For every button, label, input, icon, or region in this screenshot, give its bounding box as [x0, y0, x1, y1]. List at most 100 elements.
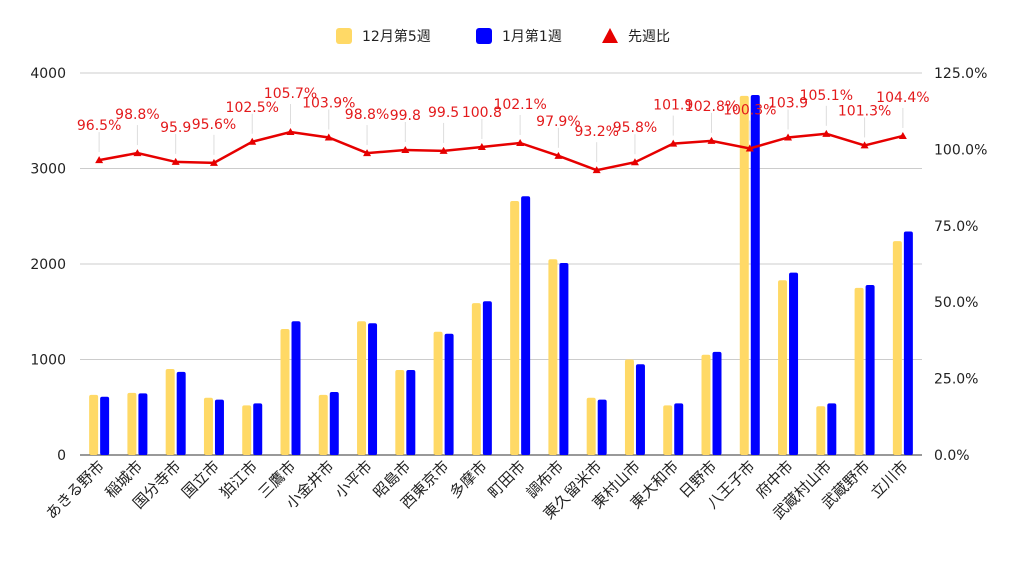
bar-dec-week5 — [242, 405, 252, 455]
legend-swatch — [336, 28, 352, 44]
ratio-data-label: 96.5% — [77, 118, 121, 134]
bar-dec-week5 — [510, 200, 520, 455]
ratio-point — [669, 139, 678, 147]
ratio-point — [209, 158, 218, 166]
ratio-point — [784, 133, 793, 141]
bar-jan-week1 — [482, 301, 492, 455]
bar-jan-week1 — [253, 403, 263, 455]
bar-dec-week5 — [127, 392, 137, 455]
ratio-point — [745, 144, 754, 152]
bar-dec-week5 — [586, 397, 596, 455]
bar-jan-week1 — [368, 323, 378, 455]
bar-jan-week1 — [789, 272, 799, 455]
ratio-point — [401, 146, 410, 154]
ratio-data-label: 93.2% — [574, 124, 618, 140]
ratio-point — [898, 131, 907, 139]
bar-dec-week5 — [203, 397, 213, 455]
bar-jan-week1 — [865, 285, 875, 455]
ratio-point — [363, 149, 372, 157]
y-right-tick-label: 75.0% — [934, 219, 978, 235]
ratio-data-label: 103.9 — [768, 95, 808, 111]
x-category-label: 立川市 — [867, 457, 912, 502]
ratio-data-label: 95.9 — [160, 120, 191, 136]
legend-swatch — [602, 28, 618, 43]
ratio-point — [630, 158, 639, 166]
bar-jan-week1 — [635, 364, 645, 455]
ratio-point — [133, 149, 142, 157]
bar-jan-week1 — [214, 399, 224, 455]
bar-dec-week5 — [701, 354, 711, 455]
bar-dec-week5 — [433, 331, 443, 455]
y-left-tick-label: 0 — [57, 448, 66, 464]
bar-jan-week1 — [444, 333, 454, 455]
ratio-point — [860, 141, 869, 149]
ratio-point — [95, 156, 104, 164]
ratio-point — [324, 133, 333, 141]
y-right-tick-label: 125.0% — [934, 66, 987, 82]
ratio-point — [554, 151, 563, 159]
bar-jan-week1 — [176, 371, 186, 455]
ratio-data-label: 100.3% — [723, 102, 776, 118]
ratio-data-label: 100.8 — [462, 105, 502, 121]
bar-jan-week1 — [750, 94, 760, 455]
legend-label: 1月第1週 — [502, 28, 562, 45]
x-category-label: 狛江市 — [216, 457, 261, 502]
ratio-data-label: 102.1% — [493, 97, 546, 113]
ratio-data-label: 99.8 — [390, 108, 421, 124]
y-right-tick-label: 50.0% — [934, 295, 978, 311]
ratio-data-label: 97.9% — [536, 114, 580, 130]
x-category-label: あきる野市 — [42, 457, 108, 523]
bar-dec-week5 — [548, 259, 558, 455]
bar-dec-week5 — [778, 280, 788, 455]
ratio-data-label: 105.1% — [800, 88, 853, 104]
bar-dec-week5 — [395, 370, 405, 455]
ratio-polyline — [98, 130, 904, 172]
legend-label: 先週比 — [628, 29, 670, 45]
bar-jan-week1 — [138, 393, 148, 455]
ratio-point — [707, 136, 716, 144]
ratio-data-label: 99.5 — [428, 105, 459, 121]
bar-dec-week5 — [471, 303, 481, 455]
ratio-data-label: 101.3% — [838, 103, 891, 119]
ratio-data-label: 102.8% — [685, 99, 738, 115]
y-right-tick-label: 0.0% — [934, 448, 970, 464]
bar-jan-week1 — [559, 263, 569, 455]
ratio-point — [516, 138, 525, 146]
bar-dec-week5 — [165, 369, 175, 455]
ratio-data-label: 103.9% — [302, 95, 355, 111]
legend-swatch — [476, 28, 492, 44]
x-category-label: 町田市 — [484, 457, 529, 502]
ratio-data-label: 101.9 — [653, 98, 693, 114]
ratio-data-label: 95.8% — [613, 120, 657, 136]
y-left-tick-label: 3000 — [30, 162, 66, 178]
bar-dec-week5 — [280, 328, 290, 455]
bar-jan-week1 — [674, 403, 684, 455]
ratio-point — [171, 157, 180, 165]
bar-dec-week5 — [816, 406, 826, 455]
bar-dec-week5 — [663, 405, 673, 455]
bar-dec-week5 — [89, 394, 99, 455]
x-category-label: 多摩市 — [446, 457, 491, 502]
y-right-tick-label: 25.0% — [934, 372, 978, 388]
bar-jan-week1 — [712, 351, 722, 455]
ratio-point — [439, 146, 448, 154]
x-category-label: 小平市 — [331, 457, 376, 502]
ratio-point — [477, 142, 486, 150]
bar-jan-week1 — [100, 396, 110, 455]
legend-label: 12月第5週 — [362, 28, 431, 45]
bar-dec-week5 — [318, 394, 328, 455]
ratio-data-label: 95.6% — [192, 117, 236, 133]
bar-dec-week5 — [624, 359, 634, 455]
y-left-tick-label: 4000 — [30, 66, 66, 82]
y-right-tick-label: 100.0% — [934, 142, 987, 158]
bar-jan-week1 — [827, 403, 837, 455]
bar-jan-week1 — [903, 231, 913, 455]
bar-dec-week5 — [854, 287, 864, 455]
bar-jan-week1 — [291, 321, 301, 455]
legend: 12月第5週 1月第1週 先週比 — [336, 28, 670, 45]
bar-jan-week1 — [406, 370, 416, 455]
ratio-point — [286, 127, 295, 135]
bar-jan-week1 — [521, 196, 531, 455]
ratio-line: 96.5%98.8%95.9 95.6%102.5%105.7%103.9%98.… — [77, 86, 930, 174]
